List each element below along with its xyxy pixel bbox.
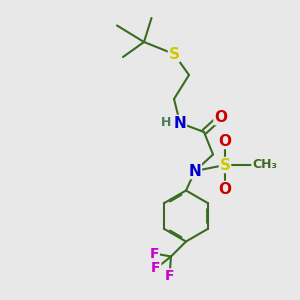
Text: S: S [169,46,179,62]
Text: O: O [218,134,232,148]
Text: CH₃: CH₃ [252,158,277,172]
Text: O: O [218,182,232,196]
Text: F: F [165,269,174,283]
Text: N: N [174,116,186,130]
Text: H: H [161,116,172,130]
Text: O: O [214,110,227,124]
Text: F: F [150,247,159,260]
Text: F: F [151,262,161,275]
Text: S: S [220,158,230,172]
Text: N: N [189,164,201,178]
